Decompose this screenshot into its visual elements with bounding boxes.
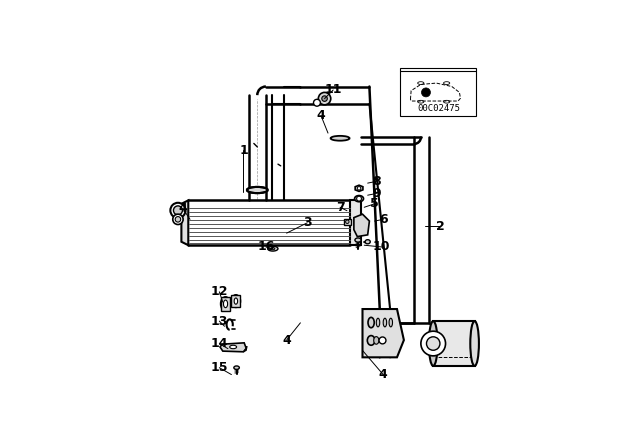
- Ellipse shape: [376, 318, 380, 327]
- Text: 4: 4: [282, 334, 291, 347]
- Text: 3: 3: [303, 216, 312, 229]
- Text: 11: 11: [324, 83, 342, 96]
- Circle shape: [175, 216, 180, 222]
- Circle shape: [314, 99, 321, 106]
- Text: 4: 4: [317, 109, 326, 122]
- Ellipse shape: [268, 246, 278, 251]
- Text: 8: 8: [372, 175, 381, 188]
- Bar: [232, 295, 241, 307]
- Ellipse shape: [232, 295, 241, 307]
- Ellipse shape: [230, 345, 237, 349]
- Text: 9: 9: [372, 187, 381, 200]
- Polygon shape: [243, 346, 247, 352]
- Ellipse shape: [221, 297, 230, 311]
- Text: 16: 16: [257, 241, 275, 254]
- Ellipse shape: [367, 336, 375, 345]
- Ellipse shape: [374, 336, 379, 344]
- Text: 12: 12: [211, 285, 228, 298]
- Circle shape: [379, 337, 386, 344]
- Circle shape: [322, 96, 327, 101]
- Ellipse shape: [365, 240, 371, 244]
- Text: 2: 2: [436, 220, 445, 233]
- Circle shape: [346, 220, 349, 224]
- Circle shape: [170, 203, 186, 218]
- Text: 15: 15: [211, 361, 228, 374]
- Polygon shape: [355, 185, 363, 191]
- Ellipse shape: [355, 195, 364, 202]
- Polygon shape: [181, 200, 188, 245]
- Ellipse shape: [234, 298, 237, 304]
- Circle shape: [357, 186, 361, 190]
- Circle shape: [421, 331, 445, 356]
- Ellipse shape: [223, 300, 228, 308]
- Polygon shape: [362, 309, 404, 358]
- Text: 00C02475: 00C02475: [417, 104, 460, 113]
- Bar: [433, 321, 475, 366]
- Text: 6: 6: [379, 213, 387, 226]
- Text: 5: 5: [370, 197, 379, 210]
- Text: 4: 4: [179, 202, 188, 215]
- Circle shape: [318, 92, 331, 105]
- Circle shape: [426, 337, 440, 350]
- Ellipse shape: [383, 318, 387, 327]
- Text: 1: 1: [239, 144, 248, 157]
- Ellipse shape: [331, 136, 349, 141]
- Bar: [401, 68, 476, 116]
- Circle shape: [173, 206, 182, 215]
- Ellipse shape: [271, 248, 275, 250]
- Polygon shape: [220, 343, 246, 352]
- Polygon shape: [351, 200, 361, 245]
- Ellipse shape: [234, 366, 239, 370]
- Ellipse shape: [368, 317, 374, 328]
- Polygon shape: [354, 214, 369, 237]
- Ellipse shape: [389, 318, 392, 327]
- Text: 13: 13: [211, 314, 228, 327]
- Text: 7: 7: [336, 201, 344, 214]
- Ellipse shape: [429, 321, 438, 366]
- Bar: [344, 219, 351, 224]
- Ellipse shape: [355, 238, 361, 242]
- Ellipse shape: [247, 187, 268, 193]
- Circle shape: [356, 196, 362, 201]
- Text: 10: 10: [372, 241, 390, 254]
- Bar: [221, 297, 230, 311]
- Text: 14: 14: [211, 337, 228, 350]
- Circle shape: [173, 214, 183, 224]
- Ellipse shape: [470, 321, 479, 366]
- Circle shape: [422, 88, 431, 97]
- Text: 4: 4: [379, 368, 388, 381]
